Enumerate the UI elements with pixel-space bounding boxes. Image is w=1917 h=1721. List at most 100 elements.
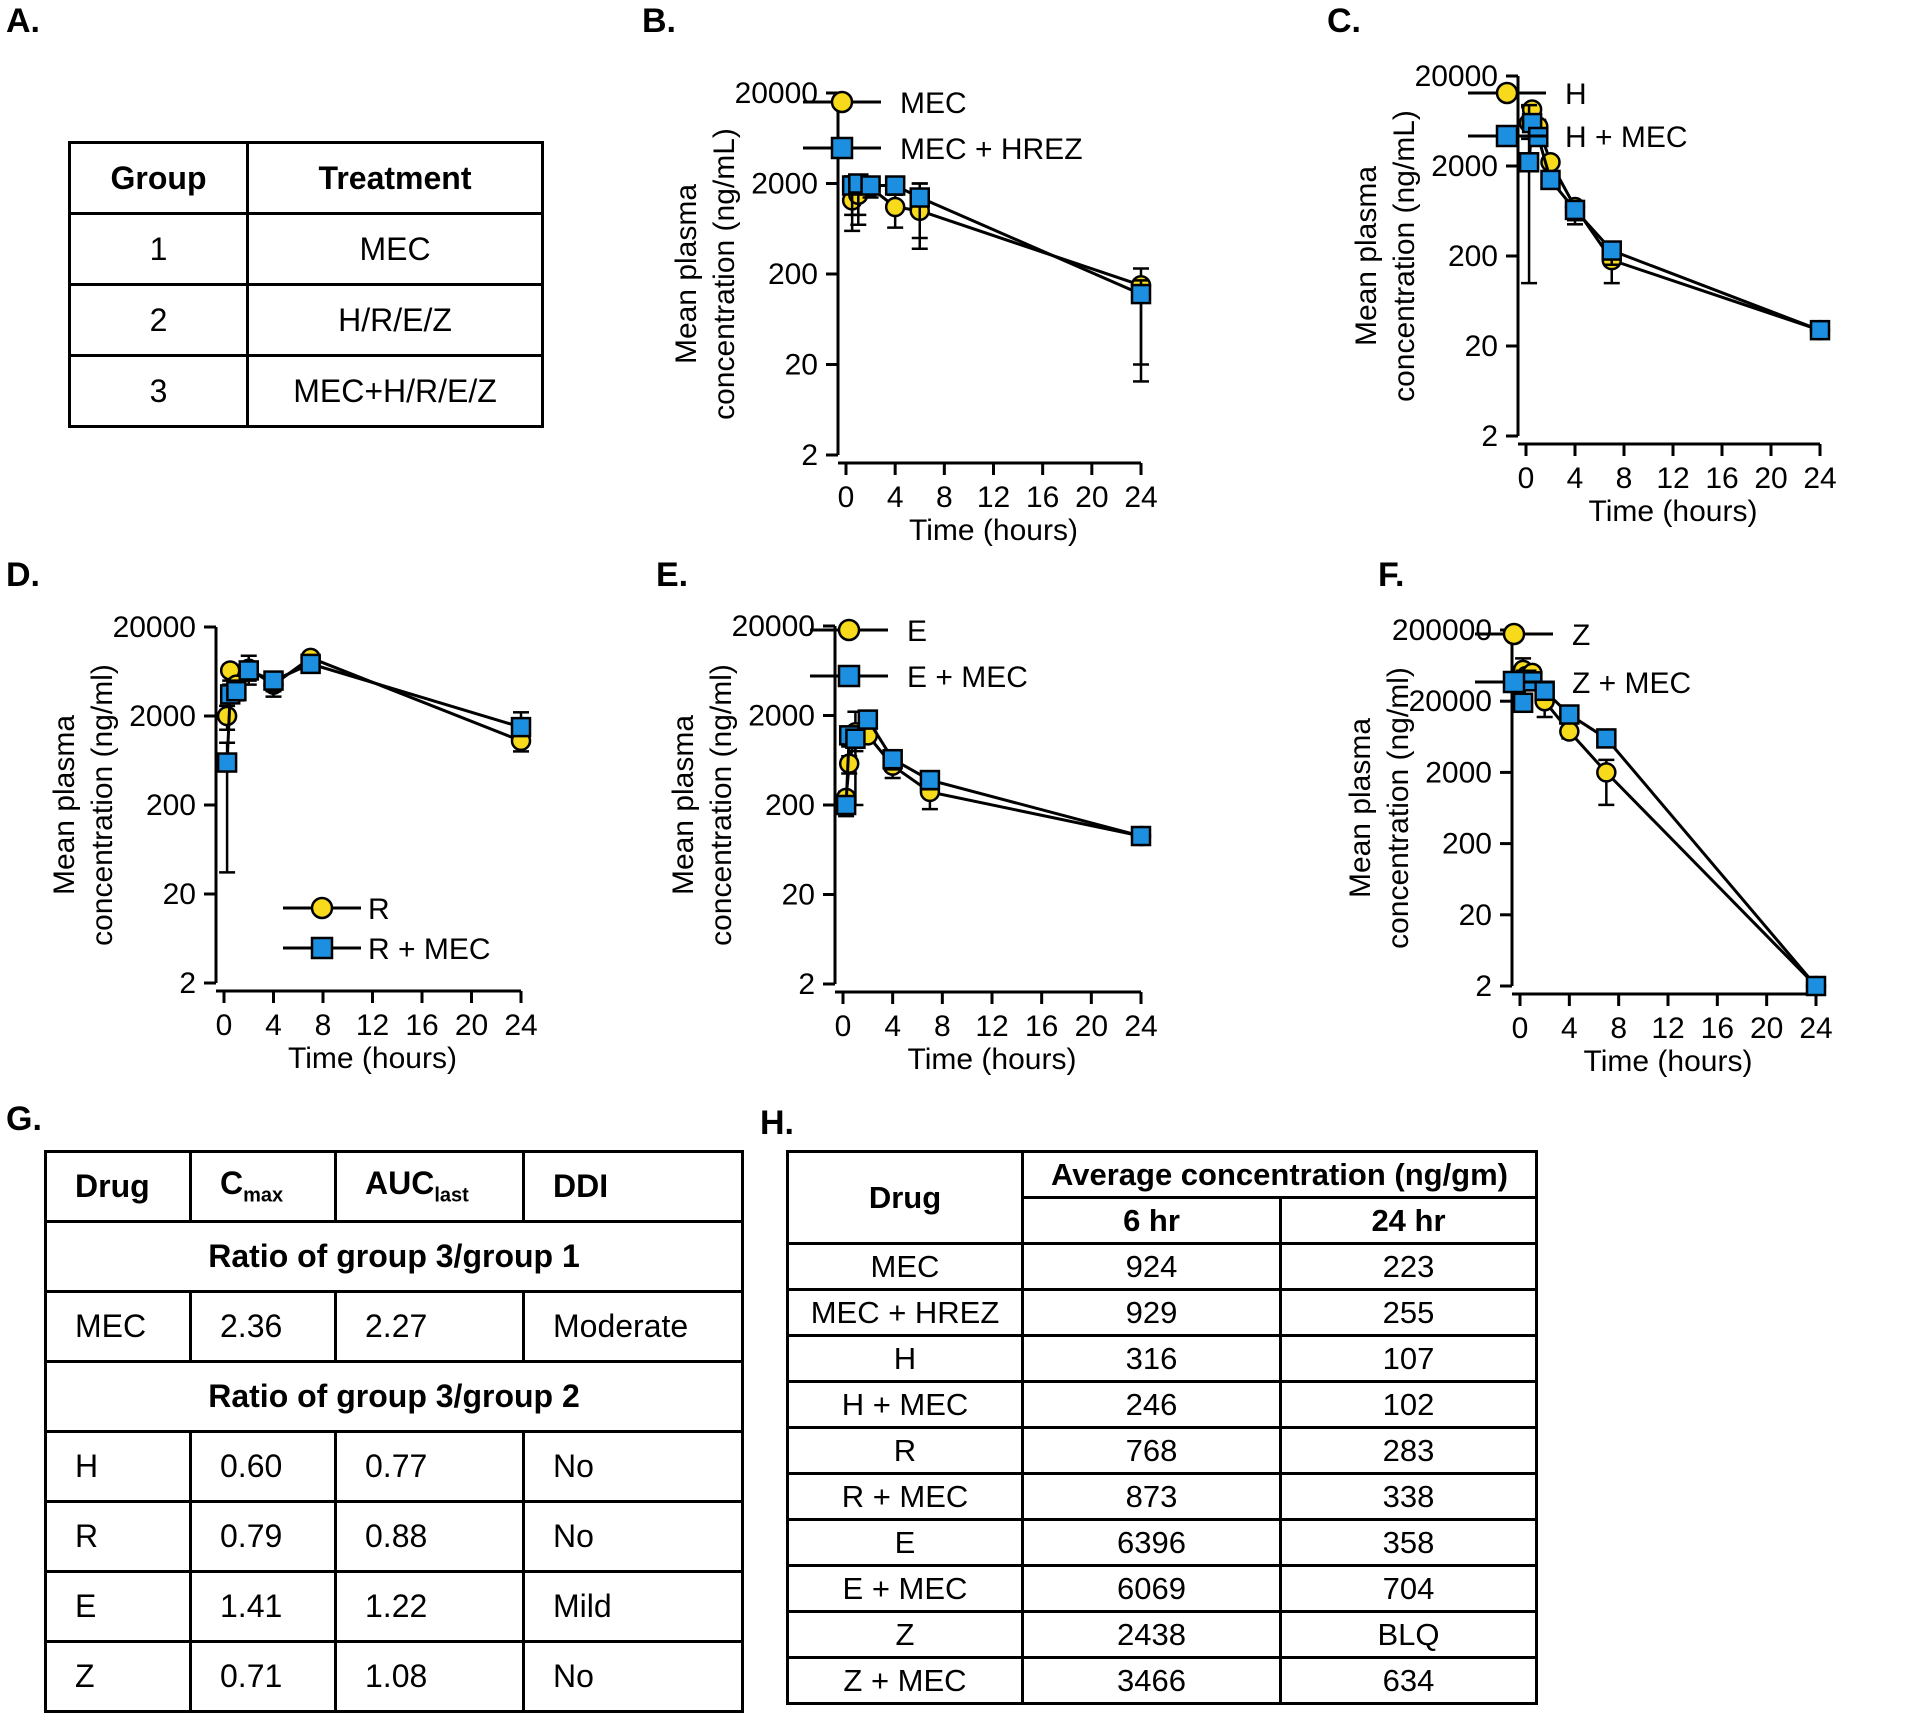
- y-tick-label: 20: [1459, 899, 1492, 932]
- data-point-square: [1512, 692, 1534, 714]
- data-point-square: [263, 670, 284, 691]
- 24hr-cell: 255: [1279, 1288, 1538, 1337]
- data-point-square: [300, 653, 321, 675]
- drug-cell: H + MEC: [786, 1380, 1024, 1429]
- header-auc: AUClast: [334, 1150, 525, 1223]
- x-tick-label: 4: [265, 1009, 282, 1042]
- legend: R R + MEC: [283, 893, 491, 966]
- y-axis-label: Mean plasma concentration (ng/ml): [48, 664, 119, 946]
- legend-marker-circle: [830, 90, 854, 114]
- x-tick-label: 12: [977, 481, 1010, 514]
- y-axis-label-line1: Mean plasma: [1344, 718, 1377, 898]
- x-tick-label: 12: [1651, 1012, 1684, 1045]
- legend-label: Z + MEC: [1572, 667, 1691, 700]
- y-tick-label: 20: [782, 879, 815, 912]
- panel-label-h: H.: [760, 1104, 794, 1142]
- x-tick-label: 20: [1075, 481, 1108, 514]
- x-tick-label: 16: [405, 1009, 438, 1042]
- x-axis-label: Time (hours): [1584, 1045, 1753, 1078]
- legend-marker-circle: [1502, 622, 1526, 646]
- data-point-square: [845, 728, 866, 749]
- 6hr-cell: 2438: [1021, 1610, 1282, 1659]
- data-point-square: [1559, 704, 1580, 725]
- y-axis-label-line2: concentration (ng/ml): [1382, 667, 1415, 949]
- x-tick-label: 12: [356, 1009, 389, 1042]
- cmax-cell: 0.71: [189, 1640, 337, 1713]
- chart-f-z-plasma: 2 20 200 2000 20000 200000 0 4 8 12 16 20 24 Time (ho…: [1344, 614, 1833, 1078]
- 24hr-cell: 338: [1279, 1472, 1538, 1521]
- x-tick-label: 16: [1701, 1012, 1734, 1045]
- data-point-square: [1805, 975, 1827, 997]
- data-point-circle: [1559, 721, 1580, 742]
- x-tick-label: 16: [1025, 1010, 1058, 1043]
- table-row: Z + MEC 3466 634: [786, 1656, 1538, 1705]
- treatment-cell: H/R/E/Z: [246, 283, 544, 357]
- x-tick-label: 24: [504, 1009, 537, 1042]
- x-tick-label: 12: [1656, 462, 1689, 495]
- table-row: E 1.41 1.22 Mild: [44, 1570, 744, 1643]
- x-axis-label: Time (hours): [908, 1043, 1077, 1076]
- data-point-square: [909, 187, 930, 208]
- auc-cell: 0.88: [334, 1500, 525, 1573]
- legend-label: R: [368, 893, 390, 926]
- header-6hr: 6 hr: [1021, 1196, 1282, 1245]
- y-axis-label-line2: concentration (ng/ml): [86, 664, 119, 946]
- x-tick-label: 20: [1754, 462, 1787, 495]
- header-ddi: DDI: [522, 1150, 744, 1223]
- x-tick-label: 4: [1561, 1012, 1578, 1045]
- cmax-main: C: [220, 1165, 244, 1202]
- 6hr-cell: 6069: [1021, 1564, 1282, 1613]
- table-row: H 0.60 0.77 No: [44, 1430, 744, 1503]
- y-tick-label: 200: [765, 789, 815, 822]
- data-point-square: [1564, 199, 1586, 221]
- 6hr-cell: 316: [1021, 1334, 1282, 1383]
- auc-cell: 2.27: [334, 1290, 525, 1363]
- drug-cell: MEC: [786, 1242, 1024, 1291]
- data-point-square: [1601, 240, 1622, 261]
- data-point-square: [835, 794, 857, 816]
- x-tick-label: 16: [1026, 481, 1059, 514]
- y-tick-label: 2000: [129, 700, 196, 733]
- y-tick-label: 200: [1448, 240, 1498, 273]
- 6hr-cell: 6396: [1021, 1518, 1282, 1567]
- plot-area: 2 20 200 2000 20000 0 4 8 12 16 20 24 Time (hours) Me…: [1350, 60, 1837, 528]
- data-point-square: [884, 175, 906, 196]
- 24hr-cell: BLQ: [1279, 1610, 1538, 1659]
- drug-cell: R: [786, 1426, 1024, 1475]
- auc-cell: 0.77: [334, 1430, 525, 1503]
- table-row: E + MEC 6069 704: [786, 1564, 1538, 1613]
- legend: H H + MEC: [1468, 78, 1688, 154]
- chart-b-mec-plasma: 2 20 200 2000 20000 0 4 8 12 16 20 24 Time (hours) Me…: [670, 77, 1158, 547]
- data-point-square: [860, 175, 881, 196]
- ddi-cell: No: [522, 1500, 744, 1573]
- cmax-cell: 0.79: [189, 1500, 337, 1573]
- panel-label-c: C.: [1327, 2, 1361, 40]
- y-axis-label-line2: concentration (ng/mL): [1388, 110, 1421, 402]
- auc-subscript: last: [434, 1184, 469, 1207]
- plot-area: 2 20 200 2000 20000 0 4 8 12 16 20 24 Time (hours) Me…: [667, 610, 1158, 1076]
- legend-label: E: [907, 615, 927, 648]
- table-row: 3 MEC+H/R/E/Z: [68, 354, 544, 428]
- header-group: Group: [68, 141, 249, 215]
- series-line: [844, 730, 1142, 838]
- series-square: [841, 173, 1152, 383]
- x-tick-label: 24: [1799, 1012, 1832, 1045]
- x-tick-label: 20: [1750, 1012, 1783, 1045]
- 6hr-cell: 873: [1021, 1472, 1282, 1521]
- header-24hr: 24 hr: [1279, 1196, 1538, 1245]
- legend-label: Z: [1572, 619, 1590, 652]
- x-tick-label: 8: [936, 481, 953, 514]
- x-tick-label: 24: [1803, 462, 1836, 495]
- data-point-square: [919, 769, 941, 791]
- y-tick-label: 20000: [735, 77, 818, 110]
- table-row: 2 H/R/E/Z: [68, 283, 544, 357]
- legend-label: H + MEC: [1565, 121, 1688, 154]
- x-tick-label: 12: [975, 1010, 1008, 1043]
- data-point-square: [857, 709, 879, 730]
- data-point-circle: [1596, 762, 1617, 783]
- table-row: H + MEC 246 102: [786, 1380, 1538, 1429]
- table-row: MEC 2.36 2.27 Moderate: [44, 1290, 744, 1363]
- x-tick-label: 0: [1512, 1012, 1529, 1045]
- x-tick-label: 4: [1567, 462, 1584, 495]
- cmax-cell: 2.36: [189, 1290, 337, 1363]
